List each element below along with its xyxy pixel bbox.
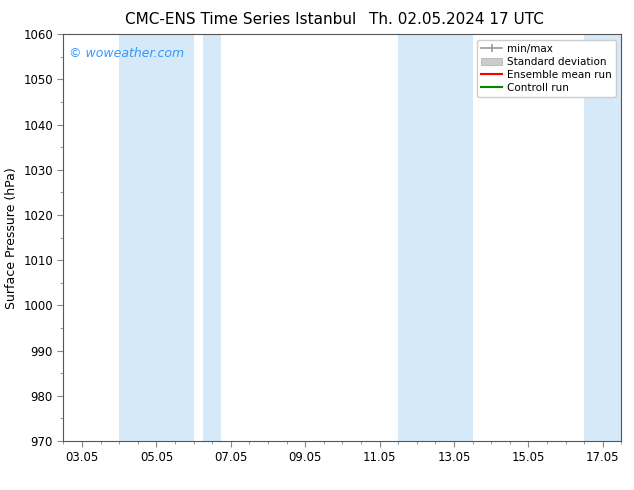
Text: © woweather.com: © woweather.com <box>69 47 184 59</box>
Y-axis label: Surface Pressure (hPa): Surface Pressure (hPa) <box>4 167 18 309</box>
Legend: min/max, Standard deviation, Ensemble mean run, Controll run: min/max, Standard deviation, Ensemble me… <box>477 40 616 97</box>
Text: Th. 02.05.2024 17 UTC: Th. 02.05.2024 17 UTC <box>369 12 544 27</box>
Bar <box>398 34 472 441</box>
Bar <box>584 34 621 441</box>
Bar <box>203 34 221 441</box>
Bar <box>119 34 193 441</box>
Text: CMC-ENS Time Series Istanbul: CMC-ENS Time Series Istanbul <box>126 12 356 27</box>
